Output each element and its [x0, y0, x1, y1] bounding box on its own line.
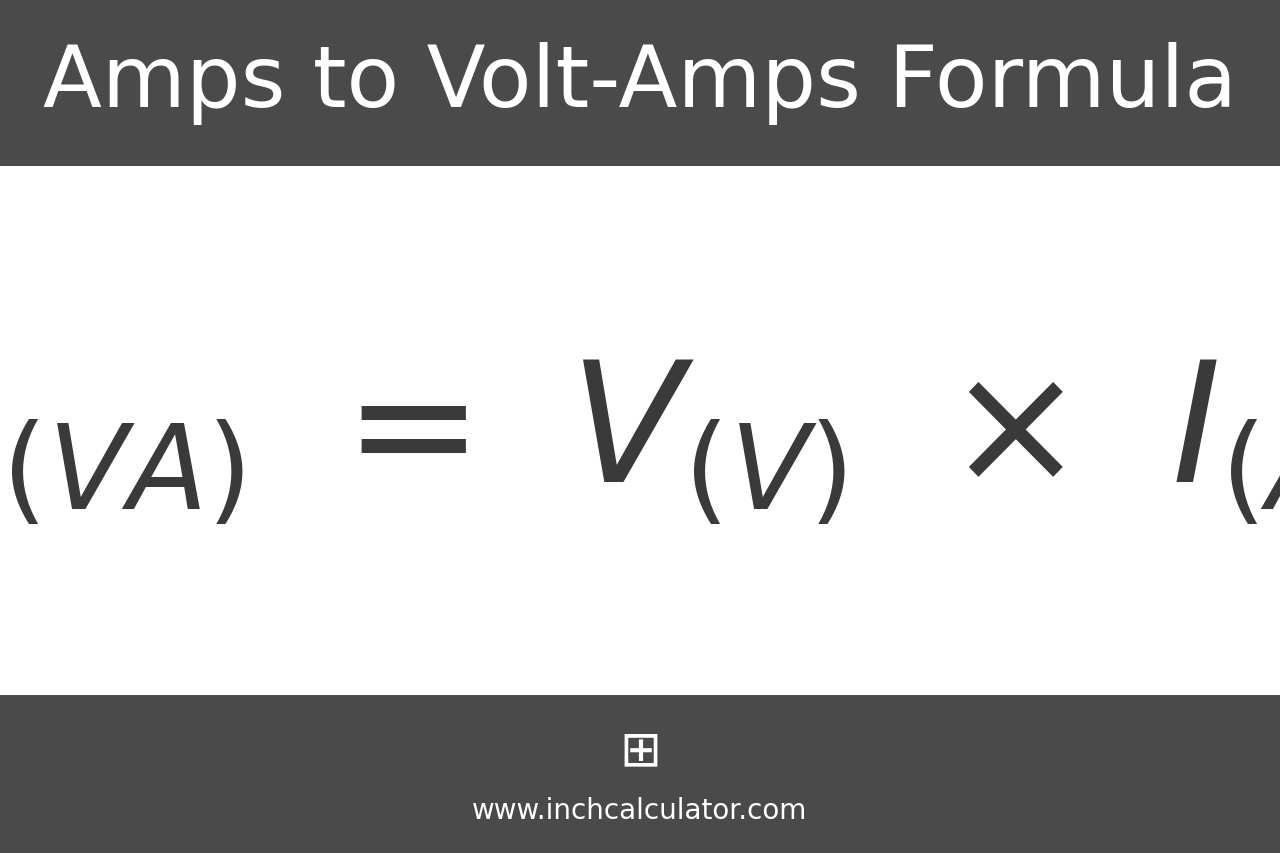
- Text: $\mathit{S}_{\mathit{(VA)}}\ =\ \mathit{V}_{\mathit{(V)}}\ \times\ \mathit{I}_{\: $\mathit{S}_{\mathit{(VA)}}\ =\ \mathit{…: [0, 356, 1280, 527]
- Text: www.inchcalculator.com: www.inchcalculator.com: [472, 797, 808, 824]
- Bar: [0, 695, 1280, 853]
- Bar: [0, 0, 1280, 166]
- Text: ⊞: ⊞: [620, 727, 660, 775]
- Text: Amps to Volt-Amps Formula: Amps to Volt-Amps Formula: [44, 42, 1236, 125]
